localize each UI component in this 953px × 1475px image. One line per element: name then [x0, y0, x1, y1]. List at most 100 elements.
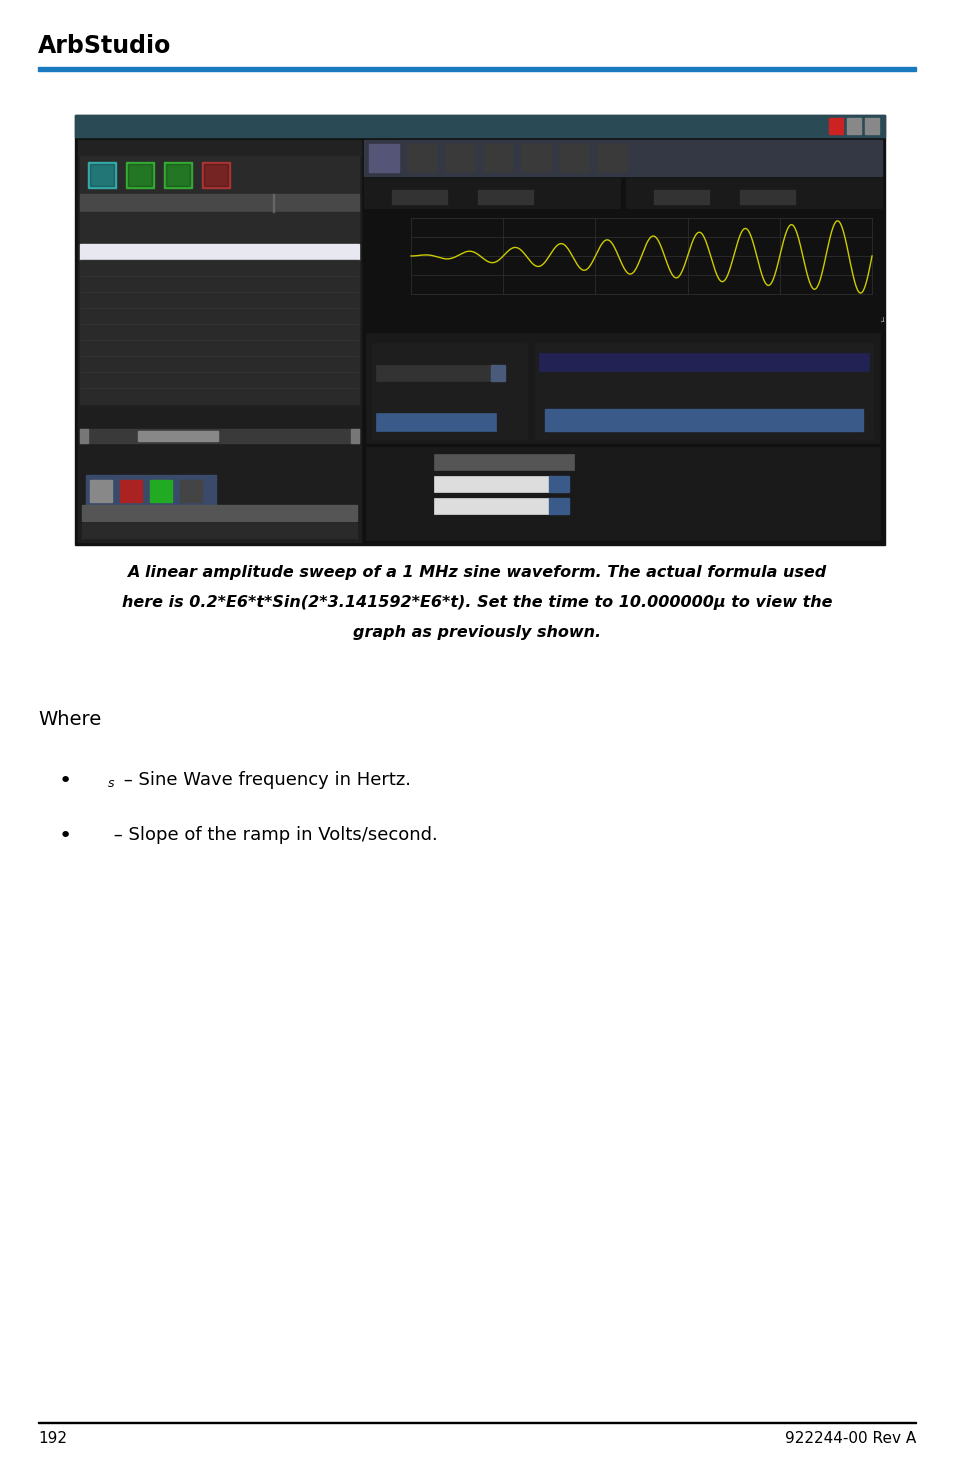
- Bar: [369, 145, 398, 173]
- Text: 0.00: 0.00: [743, 195, 759, 201]
- Bar: [434, 454, 574, 471]
- Text: Waveform Manager: Waveform Manager: [83, 143, 157, 152]
- Bar: [520, 145, 551, 173]
- Text: 192: 192: [38, 1431, 67, 1446]
- Bar: [80, 454, 358, 540]
- Text: ↗: ↗: [80, 121, 88, 131]
- Bar: [80, 243, 358, 260]
- Bar: [828, 118, 842, 134]
- Bar: [78, 140, 360, 156]
- Bar: [86, 475, 215, 504]
- Text: Where: Where: [38, 709, 101, 729]
- Bar: [392, 190, 447, 204]
- Text: 2.00: 2.00: [368, 214, 384, 223]
- Text: Name: Name: [378, 457, 403, 466]
- Text: 0.00: 0.00: [658, 195, 673, 201]
- Bar: [80, 276, 358, 292]
- Bar: [491, 373, 504, 381]
- Text: Amplitude [V]: Amplitude [V]: [369, 227, 378, 285]
- Text: Type: Type: [378, 479, 398, 488]
- Text: Effects: Effects: [288, 199, 316, 208]
- Text: 0.00: 0.00: [481, 195, 497, 201]
- Text: Operation: Operation: [378, 502, 420, 510]
- Bar: [740, 190, 794, 204]
- Bar: [444, 145, 475, 173]
- Text: 0.00: 0.00: [395, 195, 412, 201]
- Bar: [78, 140, 360, 541]
- Text: Component: Component: [372, 451, 420, 460]
- Text: Edit: Edit: [691, 414, 716, 425]
- Bar: [75, 115, 884, 137]
- Bar: [364, 140, 882, 176]
- Bar: [38, 1422, 915, 1423]
- Bar: [273, 195, 274, 212]
- Bar: [80, 429, 88, 442]
- Bar: [90, 479, 112, 502]
- Bar: [80, 260, 358, 276]
- Text: Time [s]: Time [s]: [624, 319, 658, 327]
- Text: Amp:: Amp:: [457, 195, 476, 201]
- Bar: [78, 140, 360, 541]
- Bar: [80, 341, 358, 355]
- Text: Component1: Component1: [438, 457, 493, 466]
- Text: Component1: Component1: [86, 248, 153, 257]
- Bar: [166, 164, 190, 186]
- Text: -1.00: -1.00: [368, 270, 387, 279]
- Text: Id: Id: [144, 510, 151, 516]
- Text: Master: Master: [86, 510, 110, 516]
- Bar: [491, 364, 504, 373]
- Text: 0.00: 0.00: [402, 316, 419, 324]
- Bar: [80, 292, 358, 308]
- Text: •: •: [58, 826, 71, 847]
- Bar: [548, 476, 568, 493]
- Text: 10.00μ: 10.00μ: [858, 316, 884, 324]
- Bar: [538, 353, 868, 372]
- Text: s: s: [108, 777, 114, 791]
- Bar: [80, 156, 358, 195]
- Bar: [364, 178, 619, 208]
- Bar: [82, 504, 356, 521]
- Text: •: •: [58, 771, 71, 791]
- Bar: [126, 162, 153, 187]
- Bar: [846, 118, 861, 134]
- Bar: [75, 115, 884, 544]
- Bar: [482, 145, 513, 173]
- Bar: [80, 372, 358, 388]
- Bar: [369, 145, 398, 173]
- Text: Amp:: Amp:: [720, 195, 738, 201]
- Text: Time:: Time:: [368, 195, 387, 201]
- Bar: [80, 429, 358, 442]
- Bar: [477, 190, 533, 204]
- Bar: [654, 190, 708, 204]
- Bar: [535, 344, 872, 440]
- Text: ▼: ▼: [556, 479, 561, 488]
- Bar: [372, 344, 526, 440]
- Text: -2.00: -2.00: [368, 289, 387, 298]
- Text: 📁 Waveform3: 📁 Waveform3: [86, 215, 141, 224]
- Text: Waveform: Waveform: [86, 199, 129, 208]
- Bar: [90, 164, 113, 186]
- Text: Switch to Samples: Switch to Samples: [400, 417, 471, 426]
- Bar: [864, 118, 878, 134]
- Bar: [80, 229, 358, 243]
- Bar: [434, 476, 548, 493]
- Bar: [375, 413, 496, 431]
- Text: DEV1 Waveform Editor Ch 1: DEV1 Waveform Editor Ch 1: [95, 121, 221, 130]
- Bar: [82, 524, 356, 538]
- Text: Formula: Formula: [441, 479, 476, 488]
- Text: Absolute Marker Position: Absolute Marker Position: [368, 181, 454, 187]
- Text: Component Definition: Component Definition: [372, 336, 464, 347]
- Bar: [375, 364, 491, 381]
- Text: A linear amplitude sweep of a 1 MHz sine waveform. The actual formula used: A linear amplitude sweep of a 1 MHz sine…: [128, 565, 825, 580]
- Text: graph as previously shown.: graph as previously shown.: [353, 625, 600, 640]
- Bar: [150, 479, 172, 502]
- Text: Rel Pos: Rel Pos: [260, 510, 284, 516]
- Bar: [548, 499, 568, 513]
- Bar: [88, 162, 116, 187]
- Bar: [558, 145, 588, 173]
- Text: here is 0.2*E6*t*Sin(2*3.141592*E6*t). Set the time to 10.000000μ to view the: here is 0.2*E6*t*Sin(2*3.141592*E6*t). S…: [122, 594, 831, 611]
- Text: 6.00μ: 6.00μ: [676, 316, 698, 324]
- Bar: [80, 308, 358, 324]
- Text: Add: Add: [441, 502, 457, 510]
- Bar: [128, 164, 152, 186]
